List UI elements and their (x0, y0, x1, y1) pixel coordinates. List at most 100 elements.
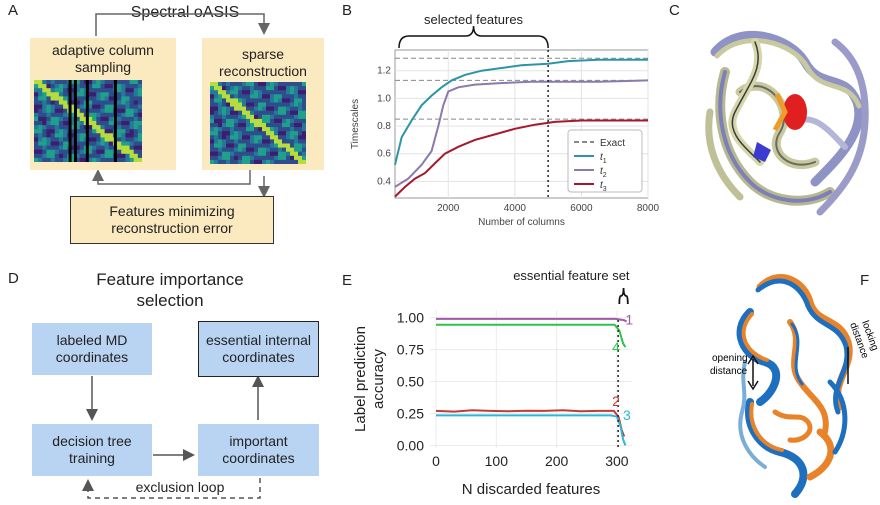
heatmap-cell (234, 90, 239, 95)
heatmap-cell (222, 82, 227, 87)
heatmap-cell (250, 135, 255, 140)
heatmap-cell (79, 153, 85, 159)
heatmap-cell (34, 125, 39, 130)
heatmap-cell (129, 112, 135, 118)
heatmap-cell (242, 143, 247, 149)
heatmap-cell (129, 100, 135, 106)
legend-entry: Exact (600, 138, 625, 149)
heatmap-cell (133, 112, 139, 118)
heatmap-cell (294, 106, 299, 112)
heatmap-cell (38, 153, 43, 159)
heatmap-cell (274, 123, 279, 128)
heatmap-cell (125, 121, 131, 126)
heatmap-cell (270, 127, 275, 132)
heatmap-cell (294, 131, 299, 136)
heatmap-cell (117, 92, 122, 97)
heatmap-cell (121, 141, 126, 147)
heatmap-cell (246, 139, 251, 144)
heatmap-cell (129, 145, 135, 151)
heatmap-cell (79, 149, 85, 155)
heatmap-cell (71, 100, 77, 106)
heatmap-cell (290, 110, 295, 116)
heatmap-cell (104, 153, 110, 159)
heatmap-cell (262, 139, 267, 144)
heatmap-cell (117, 88, 122, 93)
heatmap-cell (282, 127, 287, 132)
heatmap-cell (79, 157, 85, 163)
heatmap-cell (230, 127, 235, 132)
heatmap-cell (34, 108, 39, 114)
heatmap-cell (210, 90, 215, 95)
legend-box (567, 129, 643, 193)
heatmap-cell (50, 100, 56, 106)
heatmap-cell (294, 143, 299, 149)
y-tick-label: 1.0 (377, 93, 391, 104)
heatmap-cell (46, 141, 52, 147)
heatmap-cell (92, 88, 97, 93)
heatmap-cell (298, 135, 303, 140)
heatmap-cell (246, 114, 251, 120)
heatmap-cell (79, 145, 85, 151)
heatmap-cell (50, 145, 56, 151)
heatmap-cell (250, 94, 255, 99)
heatmap-cell (54, 149, 60, 155)
heatmap-cell (278, 123, 283, 128)
heatmap-cell (63, 104, 68, 110)
heatmap-cell (266, 155, 271, 161)
heatmap-cell (246, 147, 251, 153)
y-tick-label: 0.6 (377, 149, 391, 160)
heatmap-cell (286, 118, 291, 124)
heatmap-cell (38, 125, 43, 130)
heatmap-cell (129, 121, 135, 126)
heatmap-cell (226, 159, 231, 165)
heatmap-cell (210, 151, 215, 157)
heatmap-cell (266, 86, 271, 91)
heatmap-cell (238, 139, 243, 144)
heatmap-cell (210, 82, 215, 87)
heatmap-cell (258, 114, 263, 120)
heatmap-cell (129, 133, 135, 138)
heatmap-cell (234, 143, 239, 149)
sampled-column-bar (85, 80, 89, 162)
panel-d-title-1: Feature importance (96, 270, 244, 289)
heatmap-cell (88, 92, 93, 97)
y-tick-label: 1.2 (377, 66, 391, 77)
heatmap-cell (302, 127, 307, 132)
heatmap-cell (92, 133, 97, 138)
heatmap-cell (125, 137, 131, 142)
heatmap-cell (278, 118, 283, 124)
heatmap-cell (92, 84, 97, 89)
heatmap-cell (125, 84, 131, 89)
heatmap-cell (282, 82, 287, 87)
heatmap-cell (226, 106, 231, 112)
heatmap-cell (100, 108, 106, 114)
heatmap-cell (222, 159, 227, 165)
heatmap-cell (302, 110, 307, 116)
heatmap-cell (246, 82, 251, 87)
heatmap-cell (294, 127, 299, 132)
heatmap-cell (302, 155, 307, 161)
heatmap-cell (214, 114, 219, 120)
heatmap-cell (75, 104, 81, 110)
heatmap-cell (246, 90, 251, 95)
heatmap-cell (88, 80, 93, 85)
heatmap-cell (38, 121, 43, 126)
heatmap-cell (79, 80, 85, 85)
heatmap-cell (230, 102, 235, 108)
heatmap-cell (63, 112, 68, 118)
protein-structure-c (705, 30, 869, 216)
heatmap-cell (270, 139, 275, 144)
heatmap-cell (75, 129, 81, 134)
heatmap-cell (254, 90, 259, 95)
heatmap-cell (121, 80, 126, 85)
heatmap-cell (92, 137, 97, 142)
heatmap-cell (50, 84, 56, 89)
heatmap-cell (63, 153, 68, 159)
panel-letter-d: D (8, 270, 19, 287)
heatmap-cell (210, 110, 215, 116)
heatmap-cell (226, 110, 231, 116)
heatmap-cell (258, 155, 263, 161)
heatmap-cell (302, 139, 307, 144)
heatmap-reconstructed (210, 82, 307, 165)
heatmap-cell (242, 147, 247, 153)
